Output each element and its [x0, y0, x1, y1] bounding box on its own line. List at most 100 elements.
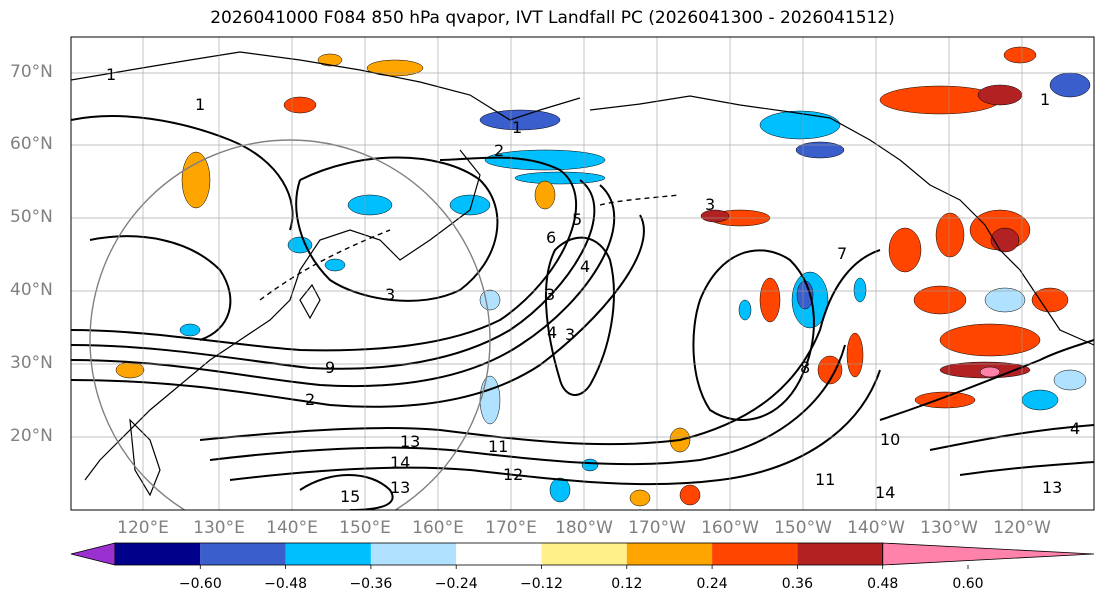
contour-label: 13 [1042, 478, 1062, 497]
anomaly-blob [795, 141, 845, 159]
lon-label: 170°W [628, 518, 686, 538]
colorbar-frame [114, 542, 884, 566]
colorbar-tick-label: 0.12 [611, 576, 643, 592]
anomaly-blob [181, 151, 211, 209]
lon-label: 150°W [774, 518, 832, 538]
colorbar-segment [285, 543, 371, 565]
anomaly-blob [484, 149, 606, 171]
anomaly-blob [679, 484, 701, 506]
anomaly-blob [846, 332, 864, 378]
map-plot-area [71, 37, 1094, 510]
anomaly-blob [179, 323, 201, 337]
anomaly-blob [1021, 389, 1059, 411]
colorbar-tick-label: −0.60 [178, 576, 222, 592]
lon-label: 170°E [485, 518, 537, 538]
lon-label: 160°W [701, 518, 759, 538]
contour-label: 3 [545, 285, 555, 304]
colorbar-tick-label: 0.48 [867, 576, 899, 592]
contour-label: 1 [512, 118, 522, 137]
anomaly-blob [888, 227, 922, 273]
contour-label: 9 [325, 358, 335, 377]
lon-label: 180°W [555, 518, 613, 538]
lon-label: 140°W [847, 518, 905, 538]
contour-label: 7 [837, 244, 847, 263]
colorbar-tick-label: 0.60 [952, 576, 984, 592]
anomaly-blob [479, 289, 501, 311]
anomaly-blob [817, 355, 843, 385]
anomaly-blob [347, 194, 393, 216]
contour-label: 2 [494, 141, 504, 160]
lon-label: 140°E [266, 518, 318, 538]
contour-label: 13 [400, 432, 420, 451]
colorbar-segment [712, 543, 798, 565]
contour-label: 1 [195, 95, 205, 114]
colorbar-segment [797, 543, 883, 565]
contour-label: 3 [705, 195, 715, 214]
anomaly-blob [913, 285, 967, 315]
anomaly-blob [324, 258, 346, 272]
colorbar-segment [456, 543, 542, 565]
contour-label: 14 [875, 483, 895, 502]
lon-label: 130°E [193, 518, 245, 538]
anomaly-blob [479, 375, 501, 425]
contour-label: 5 [572, 210, 582, 229]
anomaly-blob [914, 391, 976, 409]
anomaly-blob [738, 299, 752, 321]
anomaly-blob [939, 323, 1041, 357]
contour-label: 4 [547, 323, 557, 342]
anomaly-blob [479, 109, 561, 131]
lat-label: 60°N [10, 134, 53, 154]
anomaly-blob [317, 53, 343, 67]
anomaly-blob [1003, 46, 1037, 64]
lat-label: 40°N [10, 280, 53, 300]
lat-label: 70°N [10, 62, 53, 82]
anomaly-blob [366, 59, 424, 77]
colorbar-left-extend [70, 542, 116, 566]
anomaly-blob [984, 287, 1026, 313]
contour-label: 14 [390, 453, 410, 472]
anomaly-blob [759, 110, 841, 140]
anomaly-blob [283, 96, 317, 114]
lon-label: 120°W [993, 518, 1051, 538]
lon-label: 130°W [920, 518, 978, 538]
anomaly-blob [581, 458, 599, 472]
coastlines [71, 51, 1094, 497]
lon-label: 120°E [117, 518, 169, 538]
anomaly-blob [534, 180, 556, 210]
contour-label: 15 [340, 487, 360, 506]
contour-label: 11 [488, 437, 508, 456]
contour-label: 13 [390, 478, 410, 497]
contour-label: 3 [565, 325, 575, 344]
colorbar-tick-label: −0.36 [349, 576, 393, 592]
anomaly-blob [115, 361, 145, 379]
contour-label: 1 [106, 65, 116, 84]
anomaly-blob [990, 227, 1020, 253]
colorbar-segment [200, 543, 286, 565]
anomaly-blob [1049, 72, 1091, 98]
anomaly-blob [449, 194, 491, 216]
contour-label: 10 [880, 430, 900, 449]
anomaly-blob [759, 277, 781, 323]
contour-label: 4 [580, 257, 590, 276]
colorbar-segment [370, 543, 457, 565]
colorbar-segment [115, 543, 201, 565]
ivt-contours [71, 115, 1094, 510]
anomaly-blob [853, 277, 867, 303]
anomaly-blob [935, 212, 965, 258]
anomaly-blob [549, 477, 571, 503]
contour-label: 12 [503, 465, 523, 484]
colorbar-segment [626, 543, 713, 565]
contour-label: 2 [305, 390, 315, 409]
colorbar-segment [541, 543, 627, 565]
colorbar-tick-label: −0.24 [434, 576, 478, 592]
map-title: 2026041000 F084 850 hPa qvapor, IVT Land… [210, 8, 895, 28]
lat-label: 30°N [10, 353, 53, 373]
colorbar-tick-label: 0.36 [781, 576, 813, 592]
dashed-contours [259, 194, 681, 301]
map-frame [70, 36, 1095, 511]
landfall-radius-circle [89, 139, 491, 510]
contour-label: 11 [815, 470, 835, 489]
anomaly-blob [979, 366, 1001, 378]
